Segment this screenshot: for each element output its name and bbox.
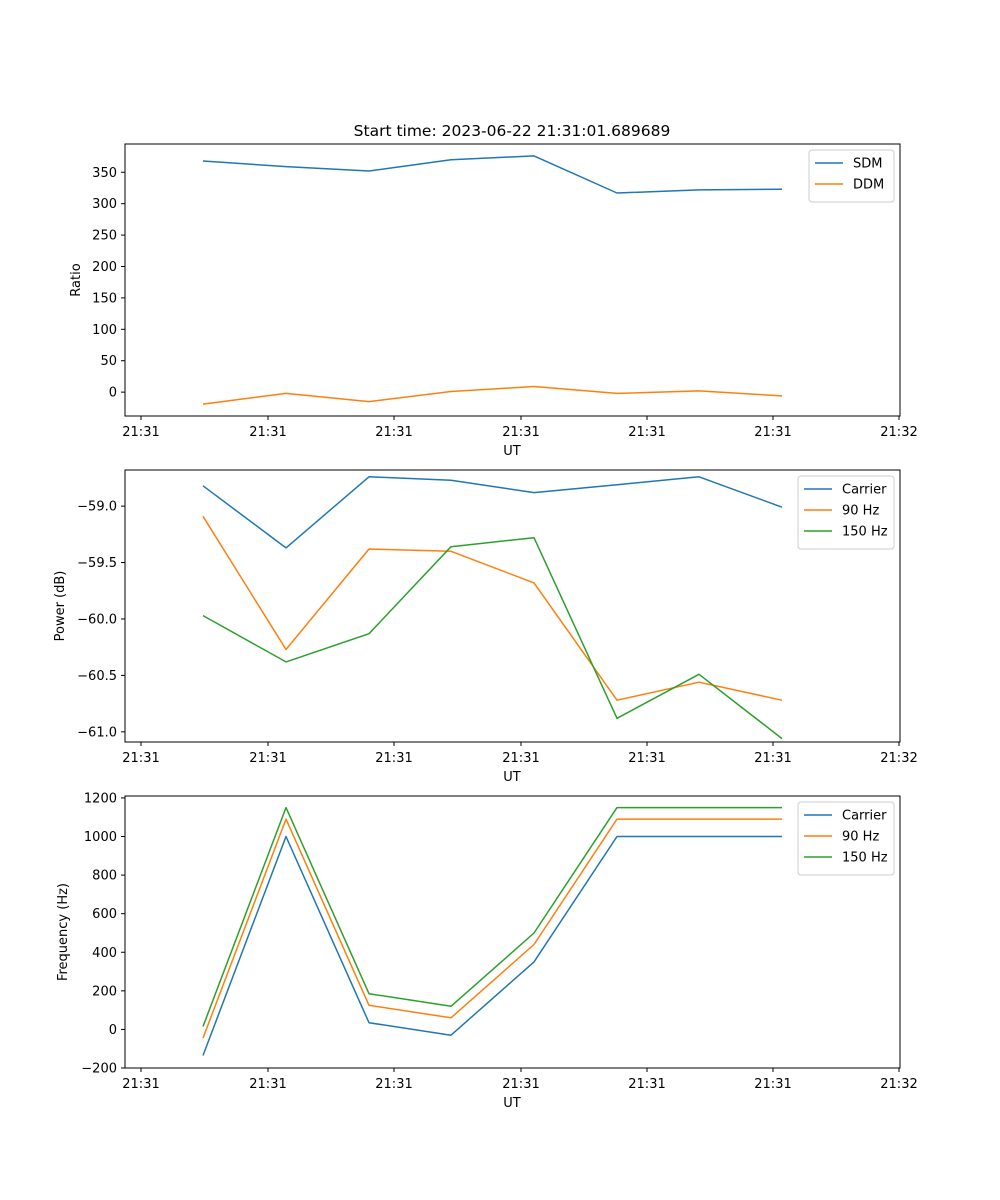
x-tick-label: 21:31 <box>502 751 539 766</box>
axes-frame <box>124 469 901 743</box>
x-tick-label: 21:32 <box>880 1077 917 1092</box>
x-tick-label: 21:31 <box>375 1077 412 1092</box>
x-tick-label: 21:31 <box>249 425 286 440</box>
y-tick-label: −59.0 <box>77 500 117 515</box>
y-tick-label: 250 <box>92 229 117 244</box>
x-tick-label: 21:31 <box>375 425 412 440</box>
x-tick-label: 21:31 <box>502 1077 539 1092</box>
axes-frame <box>124 143 901 417</box>
y-tick-label: 200 <box>92 984 117 999</box>
series-line-ddm <box>202 385 783 405</box>
y-tick-label: −61.0 <box>77 725 117 740</box>
plots-container: 21:31 21:31 21:31 21:31 21:31 21:31 21:32 0 50 10… <box>53 143 918 1111</box>
y-axis-label: Power (dB) <box>53 571 68 642</box>
y-tick-label: −59.5 <box>77 556 117 571</box>
y-tick-label: 200 <box>92 260 117 275</box>
x-tick-label: 21:31 <box>122 425 159 440</box>
x-axis-label: UT <box>503 1096 521 1111</box>
x-axis-label: UT <box>503 770 521 785</box>
x-tick-label: 21:31 <box>754 751 791 766</box>
legend: Carrier 90 Hz 150 Hz <box>797 475 895 550</box>
series-line-90-hz <box>202 515 783 701</box>
y-tick-label: 350 <box>92 166 117 181</box>
legend: Carrier 90 Hz 150 Hz <box>797 801 895 876</box>
legend-entry-label: 90 Hz <box>842 830 879 845</box>
y-tick-label: 0 <box>109 386 117 401</box>
y-tick-label: 600 <box>92 907 117 922</box>
y-tick-label: 150 <box>92 291 117 306</box>
axes-frame <box>124 795 901 1069</box>
x-tick-label: 21:31 <box>628 1077 665 1092</box>
x-tick-label: 21:32 <box>880 751 917 766</box>
x-tick-label: 21:31 <box>754 425 791 440</box>
x-tick-label: 21:31 <box>502 425 539 440</box>
x-tick-label: 21:31 <box>628 425 665 440</box>
x-tick-label: 21:31 <box>249 751 286 766</box>
y-tick-label: −200 <box>81 1062 117 1077</box>
x-tick-label: 21:31 <box>122 1077 159 1092</box>
series-line-150-hz <box>202 536 783 740</box>
legend-entry-label: 150 Hz <box>842 525 888 540</box>
x-tick-label: 21:31 <box>249 1077 286 1092</box>
legend-entry-label: 150 Hz <box>842 851 888 866</box>
legend-entry-label: Carrier <box>842 809 887 824</box>
y-axis-label: Frequency (Hz) <box>56 883 71 981</box>
x-tick-label: 21:32 <box>880 425 917 440</box>
x-tick-label: 21:31 <box>628 751 665 766</box>
x-tick-label: 21:31 <box>375 751 412 766</box>
y-tick-label: 100 <box>92 323 117 338</box>
x-tick-label: 21:31 <box>754 1077 791 1092</box>
legend-entry-label: 90 Hz <box>842 504 879 519</box>
y-tick-label: 0 <box>109 1023 117 1038</box>
figure-title: Start time: 2023-06-22 21:31:01.689689 <box>354 122 671 140</box>
legend-entry-label: Carrier <box>842 483 887 498</box>
y-tick-label: 1200 <box>84 791 117 806</box>
series-line-sdm <box>202 155 783 194</box>
series-line-90-hz <box>202 818 782 1039</box>
legend-entry-label: SDM <box>853 157 882 172</box>
y-tick-label: 300 <box>92 197 117 212</box>
series-line-150-hz <box>202 806 782 1027</box>
y-tick-label: −60.0 <box>77 612 117 627</box>
chart-panel-3: 21:31 21:31 21:31 21:31 21:31 21:31 21:32 −200 0… <box>56 791 918 1111</box>
chart-panel-1: 21:31 21:31 21:31 21:31 21:31 21:31 21:32 0 50 10… <box>69 143 918 459</box>
y-tick-label: 800 <box>92 869 117 884</box>
x-tick-label: 21:31 <box>122 751 159 766</box>
y-tick-label: 1000 <box>84 830 117 845</box>
legend-entry-label: DDM <box>853 178 884 193</box>
y-tick-label: 400 <box>92 946 117 961</box>
series-line-carrier <box>202 476 783 549</box>
legend: SDM DDM <box>808 149 895 203</box>
y-tick-label: −60.5 <box>77 669 117 684</box>
series-line-carrier <box>202 835 782 1056</box>
chart-panel-2: 21:31 21:31 21:31 21:31 21:31 21:31 21:32 −59.0… <box>53 469 918 785</box>
y-tick-label: 50 <box>100 354 117 369</box>
x-axis-label: UT <box>503 444 521 459</box>
y-axis-label: Ratio <box>69 263 84 296</box>
